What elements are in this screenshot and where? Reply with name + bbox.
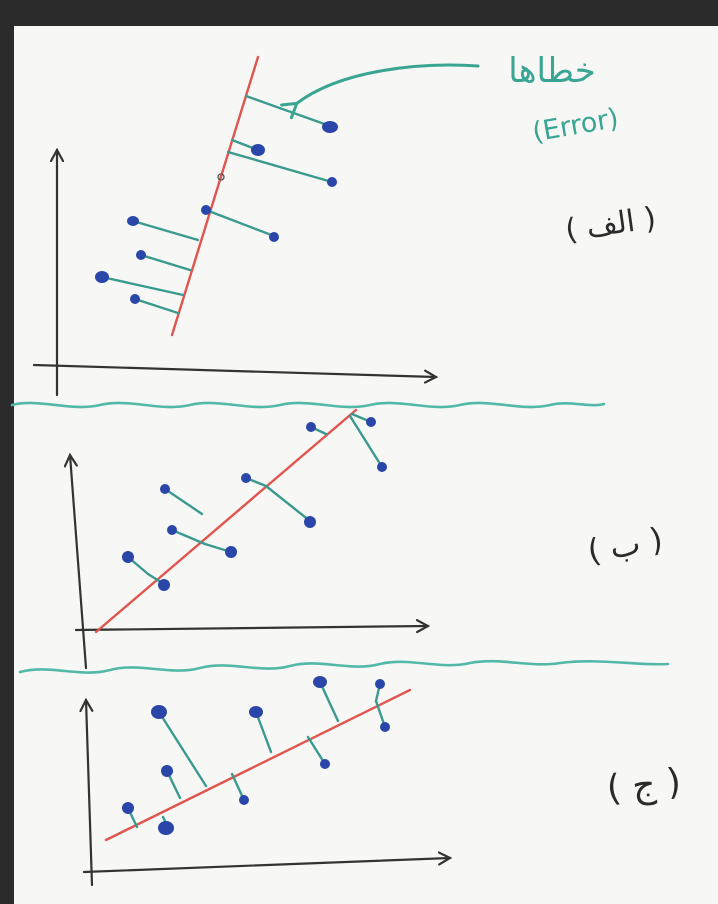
panel-b-x-axis bbox=[74, 626, 428, 630]
data-point bbox=[249, 706, 263, 718]
panel-a-points bbox=[95, 121, 338, 304]
data-point bbox=[269, 232, 279, 242]
annotation-arrow bbox=[280, 63, 480, 120]
residual bbox=[348, 414, 384, 469]
panel-c-label: ( ج ) bbox=[605, 761, 683, 810]
data-point bbox=[158, 821, 174, 835]
panel-c-points bbox=[122, 676, 390, 835]
data-point bbox=[151, 705, 167, 719]
residual bbox=[264, 484, 312, 523]
residual bbox=[306, 735, 327, 766]
data-point bbox=[136, 250, 146, 260]
data-point bbox=[375, 679, 385, 689]
panel-c-x-axis bbox=[82, 858, 450, 874]
residual bbox=[139, 253, 192, 272]
panel-a-residuals bbox=[100, 94, 334, 315]
residual bbox=[163, 487, 204, 516]
panel-a-x-axis bbox=[32, 363, 436, 377]
panel-a-fit-line bbox=[170, 55, 260, 337]
residual bbox=[157, 710, 208, 788]
panel-a: خطاها (Error) ( الف ) bbox=[32, 51, 658, 397]
residual bbox=[318, 680, 340, 723]
data-point bbox=[122, 802, 134, 814]
panel-c-y-axis bbox=[86, 700, 92, 887]
data-point bbox=[366, 417, 376, 427]
panel-b-fit-line bbox=[94, 408, 358, 634]
data-point bbox=[158, 579, 170, 591]
residual bbox=[131, 219, 200, 242]
data-point bbox=[313, 676, 327, 688]
data-point bbox=[320, 759, 330, 769]
paper-sheet bbox=[14, 26, 718, 904]
data-point bbox=[380, 722, 390, 732]
data-point bbox=[239, 795, 249, 805]
panel-b-y-axis bbox=[70, 455, 88, 670]
divider-wave bbox=[18, 659, 670, 674]
data-point bbox=[241, 473, 251, 483]
panel-c-fit-line bbox=[104, 688, 412, 842]
data-point bbox=[161, 765, 173, 777]
data-point bbox=[251, 144, 265, 156]
data-point bbox=[127, 216, 139, 226]
data-point bbox=[95, 271, 109, 283]
residual bbox=[133, 297, 180, 315]
divider-wave bbox=[10, 401, 606, 409]
data-point bbox=[304, 516, 316, 528]
data-point bbox=[122, 551, 134, 563]
data-point bbox=[167, 525, 177, 535]
annotation-arabic: خطاها bbox=[508, 51, 596, 91]
data-point bbox=[130, 294, 140, 304]
residual bbox=[170, 528, 207, 546]
cursor-icon bbox=[217, 173, 225, 181]
panel-b-points bbox=[122, 417, 387, 591]
data-point bbox=[322, 121, 338, 133]
data-point bbox=[225, 546, 237, 558]
data-point bbox=[327, 177, 337, 187]
residual bbox=[226, 150, 334, 184]
residual bbox=[204, 208, 276, 238]
data-point bbox=[377, 462, 387, 472]
panel-c: ( ج ) bbox=[82, 676, 683, 887]
residual bbox=[254, 710, 273, 754]
data-point bbox=[306, 422, 316, 432]
residual bbox=[100, 275, 185, 297]
data-point bbox=[160, 484, 170, 494]
data-point bbox=[201, 205, 211, 215]
